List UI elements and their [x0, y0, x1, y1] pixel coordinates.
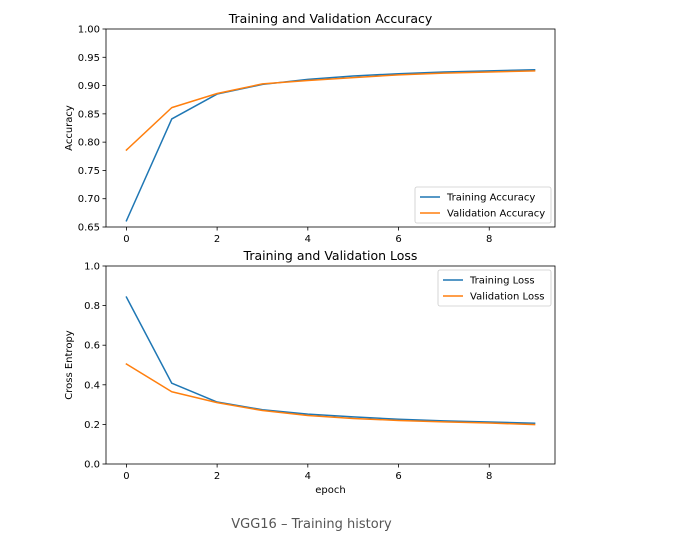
acc-y-tick-label: 1.00	[78, 25, 100, 36]
loss-y-tick-label: 0.8	[84, 301, 100, 312]
acc-series-line-validation	[125, 70, 536, 152]
acc-legend: Training Accuracy Validation Accuracy	[414, 186, 552, 224]
loss-x-tick-label: 4	[305, 471, 311, 482]
loss-legend-label-validation: Validation Loss	[470, 292, 545, 303]
acc-legend-label-validation: Validation Accuracy	[447, 209, 545, 220]
acc-y-tick-label: 0.70	[78, 194, 100, 205]
acc-y-tick-label: 0.65	[78, 223, 100, 234]
loss-series-line-validation	[125, 362, 536, 426]
loss-legend: Training Loss Validation Loss	[437, 269, 552, 307]
acc-y-tick-label: 0.80	[78, 138, 100, 149]
figure-caption: VGG16 – Training history	[231, 517, 392, 532]
loss-x-tick-label: 0	[123, 471, 129, 482]
loss-x-tick-label: 8	[486, 471, 492, 482]
loss-y-tick-label: 0.2	[84, 420, 100, 431]
loss-chart: Training and Validation Loss 0.0 0.2 0.4 0.6…	[64, 248, 556, 496]
loss-x-tick-label: 2	[214, 471, 220, 482]
training-history-figure: Training and Validation Accuracy 0.65 0.70…	[64, 11, 556, 496]
loss-y-tick-label: 0.4	[84, 380, 100, 391]
acc-y-tick-label: 0.95	[78, 53, 100, 64]
acc-y-tick-label: 0.90	[78, 81, 100, 92]
acc-x-tick-label: 2	[214, 234, 220, 245]
loss-x-tick-label: 6	[395, 471, 401, 482]
loss-legend-box	[437, 269, 552, 307]
loss-y-tick-label: 1.0	[84, 262, 100, 273]
accuracy-chart: Training and Validation Accuracy 0.65 0.70…	[64, 11, 556, 245]
acc-x-tick-label: 6	[395, 234, 401, 245]
acc-series-line-training	[125, 68, 536, 222]
loss-y-tick-label: 0.0	[84, 460, 100, 471]
acc-x-tick-label: 0	[123, 234, 129, 245]
loss-legend-label-training: Training Loss	[469, 276, 535, 287]
loss-y-tick-label: 0.6	[84, 341, 100, 352]
acc-plot-frame	[105, 28, 556, 228]
acc-y-tick-label: 0.85	[78, 109, 100, 120]
acc-x-tick-label: 8	[486, 234, 492, 245]
acc-chart-title: Training and Validation Accuracy	[228, 11, 433, 26]
acc-y-tick-label: 0.75	[78, 166, 100, 177]
acc-legend-box	[414, 186, 552, 224]
acc-x-tick-label: 4	[305, 234, 311, 245]
loss-y-axis-label: Cross Entropy	[64, 330, 75, 400]
loss-plot-frame	[105, 265, 556, 465]
acc-y-axis-label: Accuracy	[64, 105, 75, 151]
loss-x-axis-label: epoch	[315, 485, 345, 496]
acc-legend-label-training: Training Accuracy	[446, 193, 535, 204]
loss-series-line-training	[125, 296, 536, 424]
loss-chart-title: Training and Validation Loss	[243, 248, 418, 263]
